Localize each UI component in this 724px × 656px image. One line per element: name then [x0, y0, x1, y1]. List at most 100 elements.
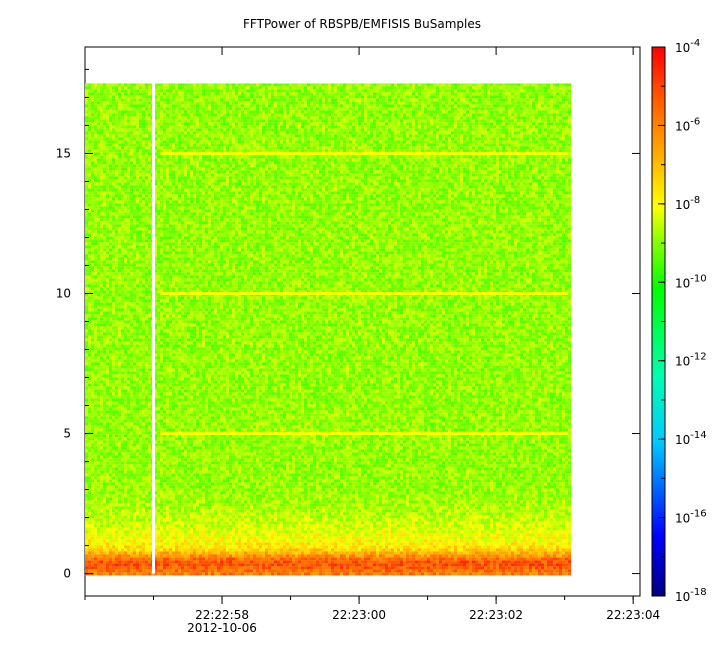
spectrogram-cell: [529, 95, 532, 99]
spectrogram-cell: [340, 125, 343, 129]
spectrogram-cell: [238, 122, 241, 126]
spectrogram-cell: [472, 95, 475, 99]
spectrogram-cell: [472, 167, 475, 171]
spectrogram-cell: [511, 110, 514, 114]
spectrogram-cell: [184, 146, 187, 150]
spectrogram-cell: [265, 86, 268, 90]
spectrogram-cell: [136, 119, 139, 123]
spectrogram-cell: [280, 131, 283, 135]
spectrogram-cell: [301, 104, 304, 108]
spectrogram-cell: [262, 86, 265, 90]
spectrogram-cell: [211, 131, 214, 135]
spectrogram-cell: [454, 113, 457, 117]
spectrogram-cell: [172, 140, 175, 144]
spectrogram-cell: [343, 164, 346, 168]
spectrogram-cell: [409, 122, 412, 126]
spectrogram-cell: [430, 95, 433, 99]
spectrogram-cell: [409, 173, 412, 177]
spectrogram-cell: [322, 125, 325, 129]
spectrogram-cell: [514, 155, 517, 159]
spectrogram-cell: [517, 146, 520, 150]
spectrogram-cell: [181, 104, 184, 108]
spectrogram-cell: [337, 104, 340, 108]
spectrogram-cell: [433, 92, 436, 96]
spectrogram-cell: [94, 92, 97, 96]
spectrogram-cell: [352, 173, 355, 177]
spectrogram-cell: [274, 149, 277, 153]
spectrogram-cell: [118, 125, 121, 129]
spectrogram-cell: [175, 86, 178, 90]
spectrogram-cell: [271, 113, 274, 117]
spectrogram-cell: [91, 116, 94, 120]
spectrogram-cell: [385, 92, 388, 96]
spectrogram-cell: [97, 149, 100, 153]
spectrogram-cell: [91, 128, 94, 132]
spectrogram-cell: [223, 101, 226, 105]
spectrogram-cell: [472, 128, 475, 132]
spectrogram-cell: [526, 161, 529, 165]
spectrogram-cell: [388, 170, 391, 174]
spectrogram-cell: [259, 155, 262, 159]
spectrogram-cell: [109, 98, 112, 102]
spectrogram-cell: [544, 131, 547, 135]
spectrogram-cell: [364, 149, 367, 153]
spectrogram-cell: [256, 125, 259, 129]
spectrogram-cell: [535, 95, 538, 99]
spectrogram-cell: [85, 86, 88, 90]
spectrogram-cell: [328, 167, 331, 171]
spectrogram-cell: [481, 140, 484, 144]
spectrogram-cell: [400, 107, 403, 111]
spectrogram-cell: [268, 86, 271, 90]
spectrogram-cell: [406, 101, 409, 105]
spectrogram-cell: [418, 107, 421, 111]
spectrogram-cell: [196, 128, 199, 132]
spectrogram-cell: [169, 119, 172, 123]
spectrogram-cell: [211, 164, 214, 168]
spectrogram-cell: [487, 134, 490, 138]
spectrogram-cell: [505, 86, 508, 90]
spectrogram-cell: [538, 137, 541, 141]
spectrogram-cell: [478, 101, 481, 105]
spectrogram-cell: [337, 83, 340, 87]
spectrogram-cell: [403, 134, 406, 138]
spectrogram-cell: [379, 155, 382, 159]
spectrogram-cell: [277, 143, 280, 147]
spectrogram-cell: [145, 113, 148, 117]
spectrogram-cell: [490, 128, 493, 132]
spectrogram-cell: [175, 83, 178, 87]
spectrogram-cell: [358, 131, 361, 135]
spectrogram-cell: [451, 155, 454, 159]
spectrogram-cell: [511, 128, 514, 132]
spectrogram-cell: [499, 92, 502, 96]
spectrogram-cell: [517, 101, 520, 105]
spectrogram-cell: [295, 95, 298, 99]
spectrogram-cell: [550, 170, 553, 174]
spectrogram-cell: [319, 122, 322, 126]
spectrogram-cell: [475, 98, 478, 102]
spectrogram-cell: [364, 173, 367, 177]
spectrogram-cell: [442, 89, 445, 93]
spectrogram-cell: [526, 155, 529, 159]
spectrogram-cell: [292, 95, 295, 99]
spectrogram-cell: [451, 83, 454, 87]
spectrogram-cell: [529, 89, 532, 93]
spectrogram-cell: [238, 116, 241, 120]
spectrogram-cell: [478, 107, 481, 111]
spectrogram-cell: [541, 98, 544, 102]
spectrogram-cell: [193, 137, 196, 141]
spectrogram-cell: [226, 167, 229, 171]
spectrogram-cell: [466, 155, 469, 159]
spectrogram-cell: [418, 125, 421, 129]
spectrogram-cell: [535, 119, 538, 123]
spectrogram-cell: [481, 89, 484, 93]
spectrogram-cell: [103, 101, 106, 105]
spectrogram-cell: [355, 140, 358, 144]
spectrogram-cell: [217, 104, 220, 108]
spectrogram-cell: [451, 125, 454, 129]
spectrogram-cell: [349, 122, 352, 126]
spectrogram-cell: [424, 86, 427, 90]
spectrogram-cell: [346, 128, 349, 132]
spectrogram-cell: [172, 131, 175, 135]
spectrogram-cell: [322, 110, 325, 114]
spectrogram-cell: [451, 170, 454, 174]
